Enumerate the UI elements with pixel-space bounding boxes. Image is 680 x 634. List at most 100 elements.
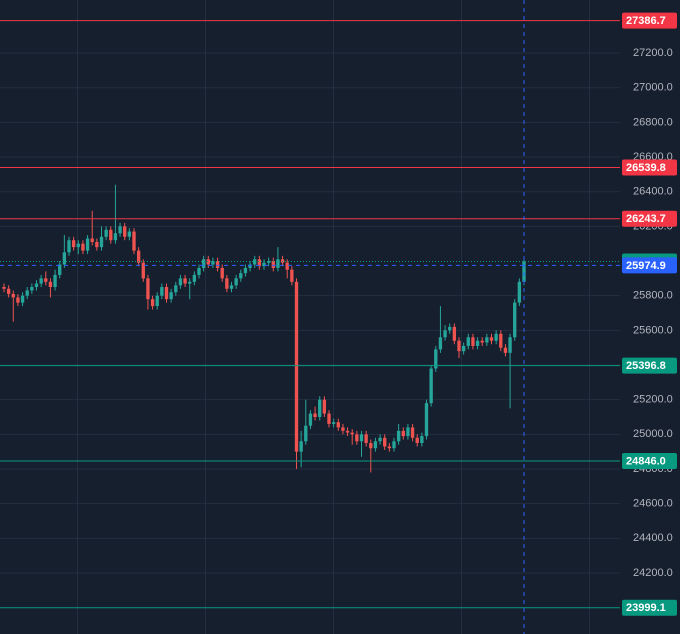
candle-body bbox=[466, 337, 470, 346]
candle-body bbox=[234, 278, 238, 286]
candle-body bbox=[225, 278, 229, 289]
y-tick-label: 24200.0 bbox=[633, 567, 673, 579]
candle-body bbox=[62, 252, 67, 265]
candle-body bbox=[34, 283, 39, 288]
candle-body bbox=[11, 293, 15, 298]
candle-body bbox=[350, 432, 354, 435]
candle-body bbox=[364, 434, 368, 444]
candle-body bbox=[318, 399, 322, 418]
candle-body bbox=[410, 427, 415, 438]
y-tick-label: 27200.0 bbox=[633, 47, 673, 59]
candle-body bbox=[294, 281, 299, 452]
candle-body bbox=[201, 259, 206, 268]
candle-body bbox=[243, 267, 248, 274]
candle-body bbox=[461, 345, 466, 352]
candle-body bbox=[452, 326, 457, 341]
price-tag-label: 26243.7 bbox=[626, 213, 666, 225]
price-tag bbox=[622, 257, 677, 274]
candle-body bbox=[67, 240, 71, 253]
candle-body bbox=[313, 413, 317, 418]
candle-body bbox=[513, 302, 517, 338]
candle-body bbox=[206, 259, 210, 265]
vertical-grid bbox=[77, 0, 590, 634]
y-tick-label: 25600.0 bbox=[633, 324, 673, 336]
candle-body bbox=[308, 413, 313, 426]
candle-body bbox=[90, 238, 94, 242]
candle-body bbox=[48, 281, 53, 288]
candle-body bbox=[443, 330, 447, 338]
candle-body bbox=[192, 274, 197, 282]
candle-body bbox=[174, 285, 178, 293]
candle-body bbox=[485, 337, 489, 343]
price-tag bbox=[622, 159, 677, 176]
candle-body bbox=[53, 274, 57, 288]
candle-body bbox=[429, 368, 433, 404]
candle-body bbox=[44, 278, 48, 282]
candle-body bbox=[290, 269, 294, 282]
price-tag bbox=[622, 599, 677, 616]
candle-body bbox=[155, 295, 159, 307]
y-tick-label: 25000.0 bbox=[633, 428, 673, 440]
candle-body bbox=[220, 267, 224, 279]
candle-body bbox=[39, 278, 43, 284]
candle-body bbox=[438, 337, 443, 350]
candle-body bbox=[336, 422, 340, 428]
y-tick-label: 24600.0 bbox=[633, 498, 673, 510]
candle-body bbox=[211, 261, 215, 265]
y-tick-label: 26800.0 bbox=[633, 116, 673, 128]
candle-body bbox=[6, 288, 11, 294]
candle-body bbox=[448, 326, 452, 331]
candle-body bbox=[415, 437, 419, 444]
price-tag bbox=[622, 453, 677, 470]
candle-body bbox=[345, 430, 350, 433]
candle-body bbox=[16, 297, 20, 303]
price-tag-label: 24846.0 bbox=[626, 455, 666, 467]
candle-body bbox=[475, 340, 480, 346]
candle-body bbox=[392, 441, 396, 449]
candle-body bbox=[327, 413, 331, 424]
candle-body bbox=[113, 233, 118, 241]
price-tag-label: 26539.8 bbox=[626, 162, 666, 174]
candle-body bbox=[253, 259, 257, 265]
candle-body bbox=[150, 299, 155, 307]
candle-body bbox=[266, 261, 271, 263]
candle-body bbox=[146, 278, 150, 300]
candle-body bbox=[434, 349, 438, 369]
candle-body bbox=[248, 264, 252, 268]
candle-body bbox=[215, 261, 220, 268]
candle-body bbox=[109, 229, 113, 241]
price-tag-label: 25396.8 bbox=[626, 360, 666, 372]
candle-body bbox=[471, 337, 475, 346]
price-tag bbox=[622, 357, 677, 374]
candle-body bbox=[169, 292, 173, 300]
price-tag-label: 23999.1 bbox=[626, 602, 666, 614]
candle-body bbox=[141, 262, 145, 279]
candle-body bbox=[517, 281, 522, 303]
y-tick-label: 25200.0 bbox=[633, 394, 673, 406]
candle-body bbox=[239, 273, 243, 279]
candle-body bbox=[304, 425, 308, 442]
candle-body bbox=[118, 226, 122, 234]
candle-body bbox=[373, 441, 378, 449]
candle-body bbox=[285, 262, 289, 270]
candle-body bbox=[30, 287, 34, 291]
candle-body bbox=[424, 403, 429, 437]
candle-body bbox=[99, 236, 104, 248]
candle-body bbox=[387, 446, 392, 449]
candle-body bbox=[341, 427, 345, 431]
candle-body bbox=[503, 347, 508, 353]
candle-body bbox=[508, 337, 512, 353]
candle-body bbox=[489, 337, 494, 341]
candle-body bbox=[299, 441, 303, 452]
price-tag-label: 27386.7 bbox=[626, 15, 666, 27]
candle-body bbox=[95, 241, 99, 248]
candle-body bbox=[420, 436, 424, 444]
y-tick-label: 25800.0 bbox=[633, 290, 673, 302]
candle-body bbox=[322, 399, 327, 414]
candle-body bbox=[480, 340, 484, 343]
candle-body bbox=[494, 333, 498, 341]
candle-body bbox=[355, 434, 359, 442]
price-tag-label: 25974.9 bbox=[626, 260, 666, 272]
candle-body bbox=[160, 287, 164, 296]
y-tick-label: 26400.0 bbox=[633, 186, 673, 198]
